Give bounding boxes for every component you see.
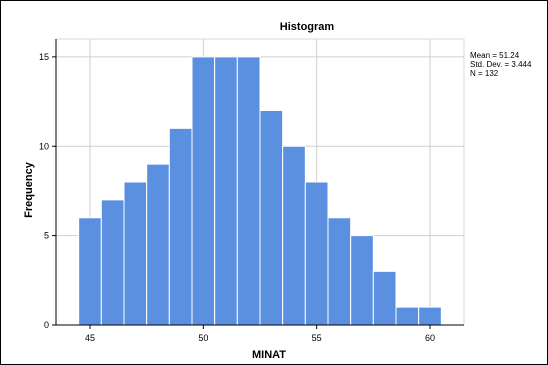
histogram-bar [123,181,148,326]
y-axis-label: Frequency [23,161,35,218]
x-tick-label: 50 [198,333,208,343]
histogram-bar [395,306,420,326]
histogram-bar [191,56,216,326]
histogram-bar [146,163,170,326]
histogram-bar [327,217,352,326]
x-tick-label: 45 [85,333,95,343]
x-axis-label: MINAT [252,349,286,361]
stats-mean: Mean = 51.24 [470,51,520,60]
y-tick-label: 0 [44,320,49,330]
histogram-bar [372,270,397,326]
histogram-bar [214,56,238,326]
histogram-bar [78,217,102,326]
x-tick-label: 60 [425,333,435,343]
plot-area: 0 5 10 15 45 50 55 60 [39,38,465,343]
x-tick-label: 55 [312,333,322,343]
stats-n: N = 132 [470,69,499,78]
stats-std-dev: Std. Dev. = 3.444 [470,60,532,69]
histogram-bar [418,306,442,326]
y-tick-label: 15 [39,52,49,62]
histogram-bar [259,110,284,326]
y-tick-label: 5 [44,231,49,241]
histogram-bar [282,145,306,326]
histogram-bar [100,199,125,326]
histogram-bar [304,181,329,326]
histogram-bar [236,56,261,326]
histogram-bar [350,235,374,326]
y-tick-label: 10 [39,141,49,151]
chart-title: Histogram [280,21,335,33]
histogram-bar [168,127,193,326]
